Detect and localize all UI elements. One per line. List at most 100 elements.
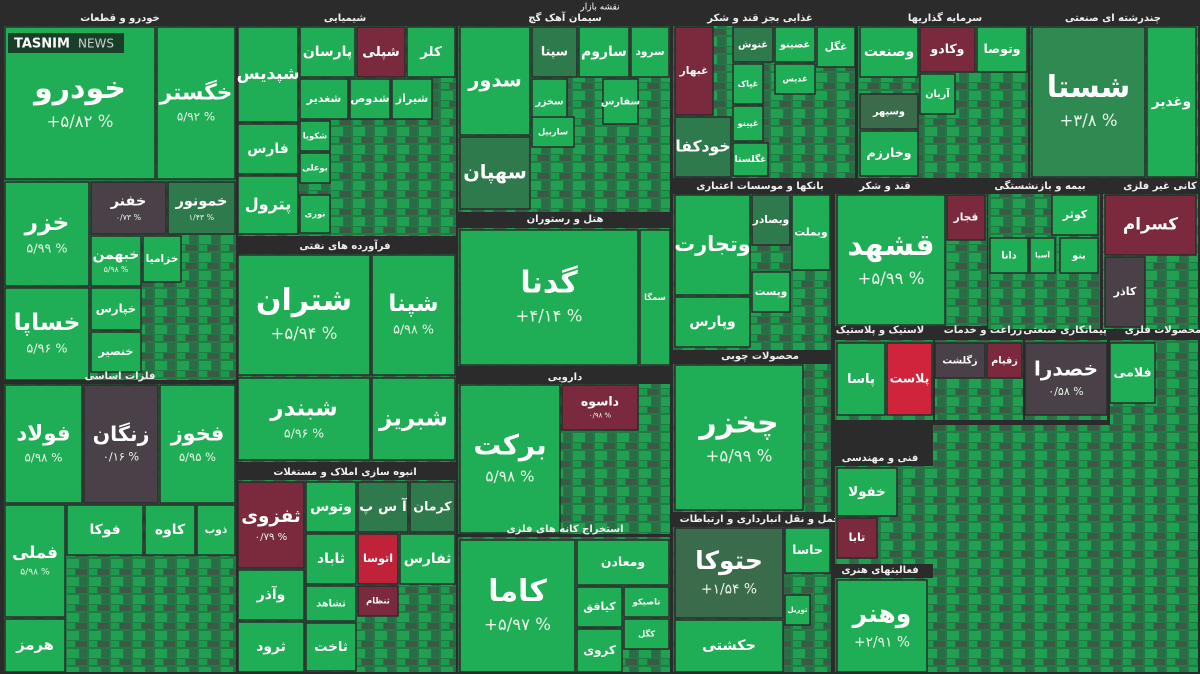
stock-tile: دانا — [989, 237, 1029, 274]
tile-label: غگل — [825, 40, 848, 53]
tile-change: ۰/۷۹ % — [255, 532, 288, 543]
tile-label: ثاباد — [317, 551, 345, 567]
stock-tile: وتوصا — [976, 26, 1028, 73]
tile-box — [919, 26, 976, 73]
tile-box — [90, 235, 142, 287]
tile-label: شبندر — [269, 395, 337, 421]
tile-label: فولاد — [16, 421, 70, 446]
tile-box — [459, 26, 531, 136]
tile-box — [237, 377, 371, 461]
tile-box — [886, 342, 933, 416]
tile-label: خودکفا — [675, 138, 730, 156]
tile-box — [674, 527, 784, 619]
tile-box — [237, 254, 371, 376]
stock-tile: وخارزم — [859, 130, 919, 177]
tile-box — [4, 287, 90, 381]
stock-tile: کوثر — [1051, 194, 1099, 236]
tile-box — [1051, 194, 1099, 236]
stock-tile: فلامی — [1109, 342, 1156, 404]
logo-bg — [8, 33, 124, 53]
tile-label: زقیام — [991, 356, 1018, 367]
sector-title: زراعت و خدمات — [944, 325, 1023, 336]
tile-label: وغدیر — [1151, 94, 1191, 110]
tile-box — [639, 229, 671, 366]
stock-tile: فارس — [237, 123, 299, 175]
tile-box — [299, 152, 331, 184]
stock-tile: تاصیکو — [623, 586, 670, 618]
tile-label: بنو — [1071, 251, 1086, 262]
stock-tile: فملی ۵/۹۸ % — [4, 504, 66, 618]
tile-box — [406, 26, 456, 78]
tile-label: سفارس — [601, 97, 640, 108]
tile-label: وبصادر — [752, 214, 790, 226]
stock-tile: غدیس — [774, 63, 816, 95]
tile-label: کگل — [638, 629, 655, 639]
tile-change: ۱/۴۳ % — [189, 213, 215, 222]
tile-box — [90, 287, 142, 331]
tile-label: وتجارت — [674, 232, 750, 256]
tile-label: هرمز — [15, 637, 54, 654]
tile-label: پاسا — [847, 372, 875, 387]
tile-box — [409, 481, 456, 533]
tile-change: ۵/۹۸ % — [25, 450, 63, 464]
tile-box — [4, 181, 90, 287]
stock-tile: حتوکا +۱/۵۴ % — [674, 527, 784, 619]
stock-tile: سهپان — [459, 136, 531, 210]
tile-label: خبهمن — [93, 247, 140, 263]
stock-tile: وپست — [751, 271, 791, 313]
tile-label: خگستر — [159, 79, 233, 105]
tile-label: فارس — [247, 141, 288, 157]
stock-tile: شبندر ۵/۹۶ % — [237, 377, 371, 461]
stock-tile: خفنر ۰/۷۳ % — [90, 181, 167, 235]
stock-tile: شیراز — [391, 78, 433, 120]
tile-change: ۵/۹۵ % — [179, 450, 216, 464]
tile-label: گدنا — [520, 265, 578, 301]
tile-label: تاصیکو — [632, 597, 661, 608]
tile-label: ومعادن — [601, 554, 645, 569]
tile-change: ۵/۹۸ % — [20, 566, 50, 577]
tile-label: توریل — [788, 606, 808, 614]
stock-tile: سپتا — [531, 26, 578, 78]
stock-tile: اتوسا — [357, 533, 399, 585]
tile-box — [156, 26, 236, 180]
stock-tile: کسرام — [1104, 194, 1197, 256]
stock-tile: خساپا ۵/۹۶ % — [4, 287, 90, 381]
stock-tile: ثنظام — [357, 585, 399, 617]
tile-label: دانا — [1001, 251, 1017, 262]
stock-tile: شستا +۳/۸ % — [1031, 26, 1146, 178]
stock-tile: کاذر — [1104, 256, 1146, 328]
tile-label: وپارس — [689, 314, 735, 330]
tile-box — [919, 73, 956, 115]
stock-tile: وتجارت — [674, 194, 751, 296]
sector-title: لاستیک و پلاستیک — [836, 325, 924, 336]
tile-label: شتران — [256, 283, 352, 318]
stock-tile: ذوب — [196, 504, 236, 556]
tile-box — [674, 26, 714, 116]
tile-change: ۵/۹۹ % — [26, 242, 67, 257]
tile-box — [237, 569, 305, 621]
tile-label: خزامیا — [146, 253, 179, 265]
tile-label: غپینو — [736, 118, 758, 129]
tile-label: خصدرا — [1034, 357, 1098, 381]
stock-tile: ثرود — [237, 621, 305, 673]
tile-label: قجار — [953, 212, 979, 224]
tile-box — [531, 26, 578, 78]
tile-label: غبهار — [679, 65, 709, 77]
tile-label: خفنر — [110, 194, 147, 210]
tile-label: وبملت — [794, 227, 827, 239]
tile-label: کلر — [419, 45, 442, 60]
tile-change: +۵/۹۹ % — [858, 269, 925, 288]
stock-tile: زگلشت — [934, 342, 986, 379]
sector-title: محصولات فلزی — [1125, 325, 1200, 336]
tile-label: ساربیل — [538, 127, 568, 138]
tile-box — [237, 621, 305, 673]
stock-tile: ثشاهد — [305, 585, 357, 622]
tile-label: چخزر — [697, 406, 778, 441]
logo-suffix: NEWS — [78, 37, 114, 51]
stock-tile: غصینو — [774, 26, 816, 63]
tile-box — [459, 539, 576, 673]
tile-label: نوری — [305, 209, 326, 220]
tile-box — [159, 384, 236, 504]
stock-tile: غگلستا — [732, 142, 769, 177]
sector-title: سیمان آهک گچ — [528, 11, 602, 24]
